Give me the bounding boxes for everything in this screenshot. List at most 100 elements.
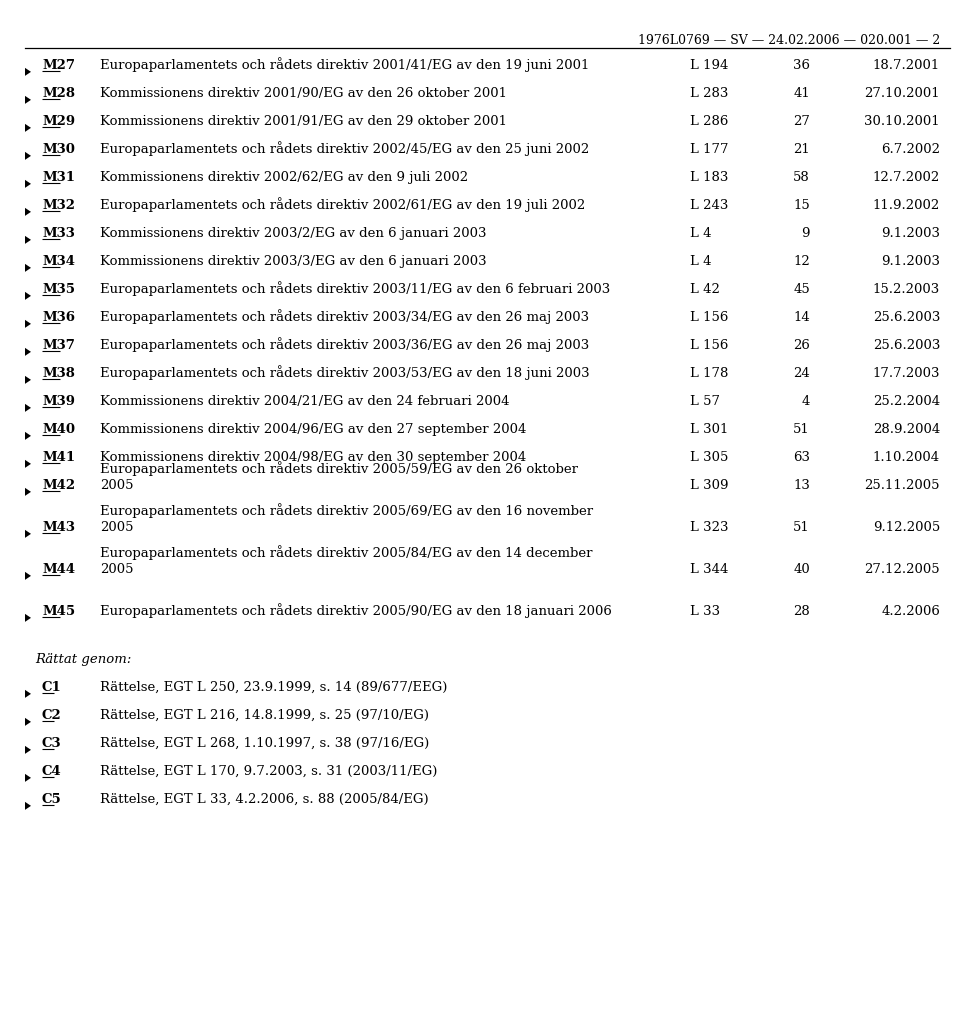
Polygon shape: [25, 124, 31, 132]
Text: 36: 36: [793, 59, 810, 72]
Polygon shape: [25, 376, 31, 384]
Text: M35: M35: [42, 283, 75, 296]
Text: 30.10.2001: 30.10.2001: [864, 115, 940, 128]
Text: M28: M28: [42, 87, 75, 100]
Text: Kommissionens direktiv 2001/90/EG av den 26 oktober 2001: Kommissionens direktiv 2001/90/EG av den…: [100, 87, 507, 100]
Text: 13: 13: [793, 479, 810, 492]
Text: 25.6.2003: 25.6.2003: [873, 339, 940, 352]
Text: Europaparlamentets och rådets direktiv 2001/41/EG av den 19 juni 2001: Europaparlamentets och rådets direktiv 2…: [100, 57, 589, 72]
Text: 17.7.2003: 17.7.2003: [873, 367, 940, 380]
Text: L 323: L 323: [690, 521, 729, 534]
Text: 58: 58: [793, 171, 810, 184]
Text: L 4: L 4: [690, 227, 711, 240]
Polygon shape: [25, 292, 31, 300]
Text: Rättat genom:: Rättat genom:: [35, 653, 132, 666]
Polygon shape: [25, 802, 31, 810]
Text: 11.9.2002: 11.9.2002: [873, 199, 940, 212]
Text: Europaparlamentets och rådets direktiv 2003/36/EG av den 26 maj 2003: Europaparlamentets och rådets direktiv 2…: [100, 337, 589, 352]
Text: 25.2.2004: 25.2.2004: [873, 395, 940, 408]
Text: Rättelse, EGT L 170, 9.7.2003, s. 31 (2003/11/EG): Rättelse, EGT L 170, 9.7.2003, s. 31 (20…: [100, 765, 438, 778]
Text: 25.11.2005: 25.11.2005: [865, 479, 940, 492]
Text: M30: M30: [42, 143, 75, 156]
Text: Europaparlamentets och rådets direktiv 2005/90/EG av den 18 januari 2006: Europaparlamentets och rådets direktiv 2…: [100, 603, 612, 618]
Text: 51: 51: [793, 521, 810, 534]
Polygon shape: [25, 236, 31, 244]
Polygon shape: [25, 432, 31, 440]
Text: 18.7.2001: 18.7.2001: [873, 59, 940, 72]
Text: L 286: L 286: [690, 115, 729, 128]
Polygon shape: [25, 774, 31, 782]
Text: L 301: L 301: [690, 423, 729, 436]
Text: 1976L0769 — SV — 24.02.2006 — 020.001 — 2: 1976L0769 — SV — 24.02.2006 — 020.001 — …: [637, 34, 940, 47]
Text: 6.7.2002: 6.7.2002: [881, 143, 940, 156]
Text: M41: M41: [42, 451, 75, 464]
Text: Rättelse, EGT L 216, 14.8.1999, s. 25 (97/10/EG): Rättelse, EGT L 216, 14.8.1999, s. 25 (9…: [100, 709, 429, 722]
Text: Europaparlamentets och rådets direktiv 2002/61/EG av den 19 juli 2002: Europaparlamentets och rådets direktiv 2…: [100, 198, 586, 212]
Polygon shape: [25, 96, 31, 103]
Text: L 177: L 177: [690, 143, 729, 156]
Text: 45: 45: [793, 283, 810, 296]
Text: 25.6.2003: 25.6.2003: [873, 311, 940, 324]
Text: C2: C2: [42, 709, 61, 722]
Text: 28: 28: [793, 605, 810, 618]
Polygon shape: [25, 208, 31, 216]
Text: Rättelse, EGT L 268, 1.10.1997, s. 38 (97/16/EG): Rättelse, EGT L 268, 1.10.1997, s. 38 (9…: [100, 737, 429, 750]
Text: L 243: L 243: [690, 199, 729, 212]
Text: L 33: L 33: [690, 605, 720, 618]
Text: M37: M37: [42, 339, 75, 352]
Text: 4.2.2006: 4.2.2006: [881, 605, 940, 618]
Text: 4: 4: [802, 395, 810, 408]
Text: 51: 51: [793, 423, 810, 436]
Polygon shape: [25, 718, 31, 726]
Text: M39: M39: [42, 395, 75, 408]
Text: Europaparlamentets och rådets direktiv 2002/45/EG av den 25 juni 2002: Europaparlamentets och rådets direktiv 2…: [100, 141, 589, 156]
Text: Kommissionens direktiv 2004/96/EG av den 27 september 2004: Kommissionens direktiv 2004/96/EG av den…: [100, 423, 526, 436]
Text: Europaparlamentets och rådets direktiv 2003/53/EG av den 18 juni 2003: Europaparlamentets och rådets direktiv 2…: [100, 366, 589, 380]
Text: M32: M32: [42, 199, 75, 212]
Text: 26: 26: [793, 339, 810, 352]
Text: C1: C1: [42, 681, 61, 694]
Text: L 183: L 183: [690, 171, 729, 184]
Polygon shape: [25, 690, 31, 697]
Text: M29: M29: [42, 115, 75, 128]
Polygon shape: [25, 180, 31, 187]
Text: L 156: L 156: [690, 339, 729, 352]
Text: 63: 63: [793, 451, 810, 464]
Text: M34: M34: [42, 255, 75, 268]
Text: Europaparlamentets och rådets direktiv 2003/34/EG av den 26 maj 2003: Europaparlamentets och rådets direktiv 2…: [100, 309, 589, 324]
Polygon shape: [25, 571, 31, 580]
Text: L 283: L 283: [690, 87, 729, 100]
Text: 27.10.2001: 27.10.2001: [864, 87, 940, 100]
Text: M33: M33: [42, 227, 75, 240]
Text: 24: 24: [793, 367, 810, 380]
Text: L 57: L 57: [690, 395, 720, 408]
Text: M27: M27: [42, 59, 75, 72]
Text: M42: M42: [42, 479, 75, 492]
Text: Rättelse, EGT L 33, 4.2.2006, s. 88 (2005/84/EG): Rättelse, EGT L 33, 4.2.2006, s. 88 (200…: [100, 793, 428, 806]
Text: C5: C5: [42, 793, 61, 806]
Polygon shape: [25, 529, 31, 538]
Text: Kommissionens direktiv 2003/3/EG av den 6 januari 2003: Kommissionens direktiv 2003/3/EG av den …: [100, 255, 487, 268]
Text: L 4: L 4: [690, 255, 711, 268]
Text: C4: C4: [42, 765, 61, 778]
Polygon shape: [25, 613, 31, 622]
Text: L 178: L 178: [690, 367, 729, 380]
Text: M40: M40: [42, 423, 75, 436]
Text: M45: M45: [42, 605, 75, 618]
Text: 9.1.2003: 9.1.2003: [881, 227, 940, 240]
Text: Europaparlamentets och rådets direktiv 2003/11/EG av den 6 februari 2003: Europaparlamentets och rådets direktiv 2…: [100, 282, 611, 296]
Text: 9: 9: [802, 227, 810, 240]
Text: 9.1.2003: 9.1.2003: [881, 255, 940, 268]
Text: M36: M36: [42, 311, 75, 324]
Text: 40: 40: [793, 563, 810, 575]
Text: 21: 21: [793, 143, 810, 156]
Text: 14: 14: [793, 311, 810, 324]
Text: M43: M43: [42, 521, 75, 534]
Text: 12: 12: [793, 255, 810, 268]
Text: 28.9.2004: 28.9.2004: [873, 423, 940, 436]
Text: L 42: L 42: [690, 283, 720, 296]
Text: L 156: L 156: [690, 311, 729, 324]
Polygon shape: [25, 487, 31, 496]
Text: Europaparlamentets och rådets direktiv 2005/59/EG av den 26 oktober
2005: Europaparlamentets och rådets direktiv 2…: [100, 461, 578, 492]
Text: 27: 27: [793, 115, 810, 128]
